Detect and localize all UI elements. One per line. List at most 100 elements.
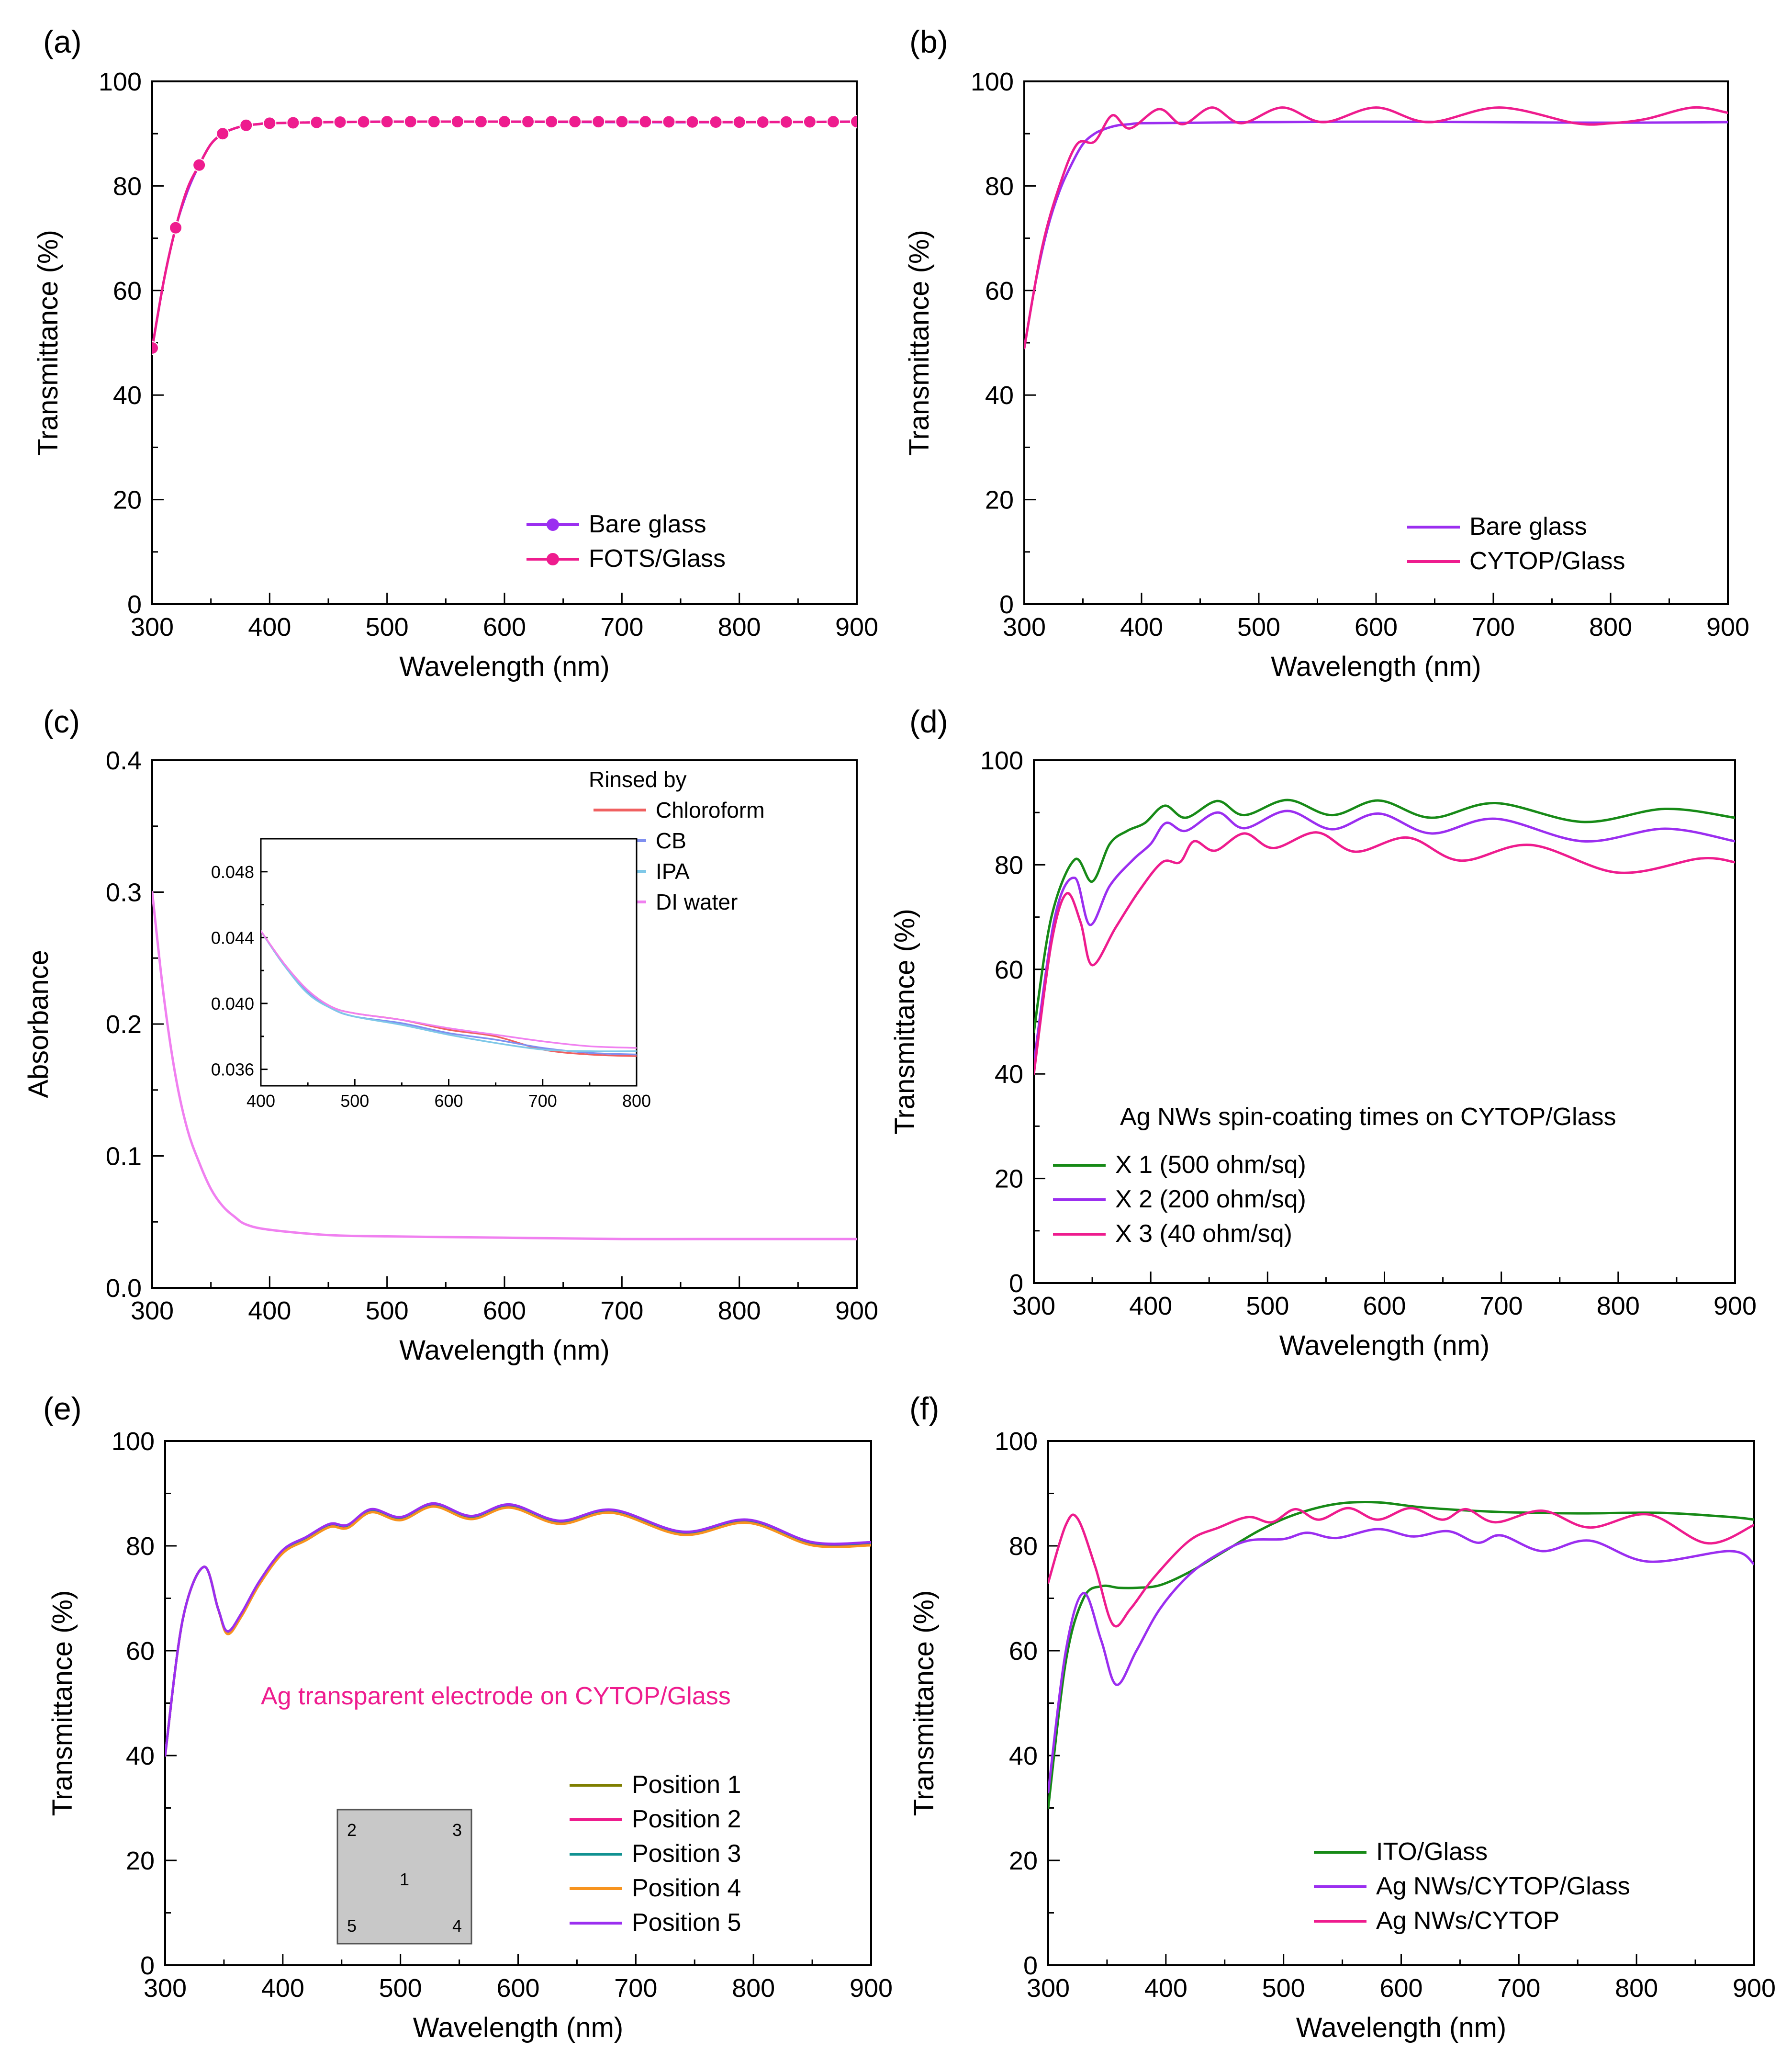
y-tick-label: 80 bbox=[985, 172, 1014, 201]
legend: X 1 (500 ohm/sq) X 2 (200 ohm/sq) X 3 (40 … bbox=[1053, 1151, 1306, 1248]
series-marker bbox=[521, 115, 535, 129]
y-tick-label: 0 bbox=[1009, 1269, 1023, 1298]
annotation-text: Ag NWs spin-coating times on CYTOP/Glass bbox=[1120, 1103, 1616, 1131]
legend-label: CB bbox=[656, 828, 686, 853]
series-marker bbox=[192, 158, 206, 172]
x-tick-label: 800 bbox=[1589, 613, 1632, 642]
series-line bbox=[1024, 120, 1728, 349]
plot-area bbox=[1034, 799, 1735, 1075]
series-marker bbox=[427, 115, 441, 129]
x-tick-label: 700 bbox=[528, 1091, 557, 1111]
x-tick-label: 800 bbox=[732, 1974, 775, 2003]
legend-label: Chloroform bbox=[656, 798, 765, 822]
series-marker bbox=[756, 115, 770, 129]
x-axis-title: Wavelength (nm) bbox=[1271, 651, 1481, 682]
y-tick-label: 40 bbox=[1009, 1742, 1038, 1770]
series-marker bbox=[286, 116, 300, 130]
series-marker bbox=[474, 115, 488, 129]
inset-series-line bbox=[261, 930, 637, 1052]
y-tick-label: 0 bbox=[1023, 1951, 1038, 1980]
panel-label: (b) bbox=[909, 24, 948, 59]
legend-label: ITO/Glass bbox=[1376, 1838, 1488, 1866]
legend-label: Bare glass bbox=[1469, 513, 1587, 541]
plot-area bbox=[1048, 1500, 1754, 1809]
x-tick-label: 500 bbox=[366, 613, 409, 642]
y-tick-label: 0.036 bbox=[211, 1060, 254, 1080]
series-marker bbox=[263, 116, 277, 130]
y-tick-label: 0.1 bbox=[106, 1142, 142, 1171]
x-axis-title: Wavelength (nm) bbox=[399, 651, 609, 682]
position-marker-label: 1 bbox=[400, 1869, 409, 1889]
y-tick-label: 80 bbox=[1009, 1532, 1038, 1561]
position-marker-label: 4 bbox=[452, 1916, 462, 1936]
x-tick-label: 900 bbox=[1706, 613, 1749, 642]
y-tick-label: 80 bbox=[113, 172, 142, 201]
position-marker-label: 2 bbox=[347, 1820, 357, 1840]
panel-label: (f) bbox=[909, 1391, 939, 1426]
series-line bbox=[152, 120, 857, 349]
x-tick-label: 700 bbox=[1472, 613, 1515, 642]
x-tick-label: 300 bbox=[1012, 1292, 1055, 1320]
y-axis-title: Transmittance (%) bbox=[904, 230, 935, 456]
series-marker bbox=[779, 115, 793, 129]
series-marker bbox=[152, 341, 159, 355]
series-marker bbox=[357, 115, 370, 129]
legend-label: Position 2 bbox=[632, 1805, 741, 1833]
x-axis-title: Wavelength (nm) bbox=[1279, 1330, 1490, 1361]
y-axis-title: Transmittance (%) bbox=[47, 1590, 78, 1816]
series-marker bbox=[685, 115, 699, 129]
legend: Position 1 Position 2 Position 3 Position 4… bbox=[570, 1771, 741, 1937]
legend-title: Rinsed by bbox=[589, 767, 687, 792]
y-tick-label: 0.3 bbox=[106, 878, 142, 907]
series-marker bbox=[638, 115, 652, 129]
series-line bbox=[1034, 799, 1735, 1034]
y-tick-label: 80 bbox=[995, 851, 1023, 879]
series-marker bbox=[615, 115, 629, 129]
x-tick-label: 600 bbox=[434, 1091, 463, 1111]
series-marker bbox=[850, 115, 857, 129]
legend-label: Ag NWs/CYTOP/Glass bbox=[1376, 1872, 1630, 1900]
legend: ITO/Glass Ag NWs/CYTOP/Glass Ag NWs/CYTOP bbox=[1314, 1838, 1630, 1935]
series-marker bbox=[826, 115, 840, 129]
panel-a: (a) 300 400 500 600 700 800 900 0 20 40 60 80 100 Wave… bbox=[33, 24, 878, 682]
series-marker bbox=[380, 115, 394, 129]
y-tick-label: 0.4 bbox=[106, 746, 142, 775]
x-tick-label: 700 bbox=[614, 1974, 657, 2003]
x-tick-label: 400 bbox=[261, 1974, 304, 2003]
series-marker bbox=[545, 115, 559, 129]
x-axis-title: Wavelength (nm) bbox=[399, 1335, 609, 1366]
plot-area bbox=[1024, 106, 1728, 349]
x-tick-label: 600 bbox=[483, 613, 526, 642]
y-tick-label: 20 bbox=[126, 1847, 155, 1875]
legend-label: X 1 (500 ohm/sq) bbox=[1115, 1151, 1306, 1179]
y-tick-label: 0 bbox=[127, 590, 142, 619]
x-tick-label: 300 bbox=[1027, 1974, 1070, 2003]
series-marker bbox=[239, 118, 253, 132]
series-line bbox=[1034, 810, 1735, 1065]
series-marker bbox=[732, 115, 746, 129]
y-tick-label: 80 bbox=[126, 1532, 155, 1561]
legend: Bare glass FOTS/Glass bbox=[526, 510, 726, 573]
annotation-text: Ag transparent electrode on CYTOP/Glass bbox=[261, 1682, 731, 1710]
series-marker bbox=[216, 127, 230, 141]
series-line bbox=[165, 1502, 871, 1757]
legend-label: Bare glass bbox=[589, 510, 706, 538]
series-marker bbox=[662, 115, 676, 129]
x-tick-label: 500 bbox=[1246, 1292, 1289, 1320]
panel-label: (c) bbox=[43, 704, 80, 739]
y-tick-label: 0.048 bbox=[211, 862, 254, 882]
x-tick-label: 800 bbox=[718, 613, 761, 642]
legend-marker bbox=[547, 553, 559, 565]
panel-label: (a) bbox=[43, 24, 82, 59]
y-tick-label: 0.0 bbox=[106, 1274, 142, 1303]
series-line bbox=[165, 1504, 871, 1757]
legend-label: IPA bbox=[656, 859, 690, 884]
y-tick-label: 100 bbox=[99, 68, 142, 96]
x-tick-label: 700 bbox=[1480, 1292, 1523, 1320]
legend-label: Position 1 bbox=[632, 1771, 741, 1799]
legend-marker bbox=[547, 518, 559, 531]
x-tick-label: 700 bbox=[600, 613, 643, 642]
x-tick-label: 900 bbox=[1733, 1974, 1776, 2003]
x-tick-label: 400 bbox=[1144, 1974, 1187, 2003]
legend-label: Position 5 bbox=[632, 1909, 741, 1937]
